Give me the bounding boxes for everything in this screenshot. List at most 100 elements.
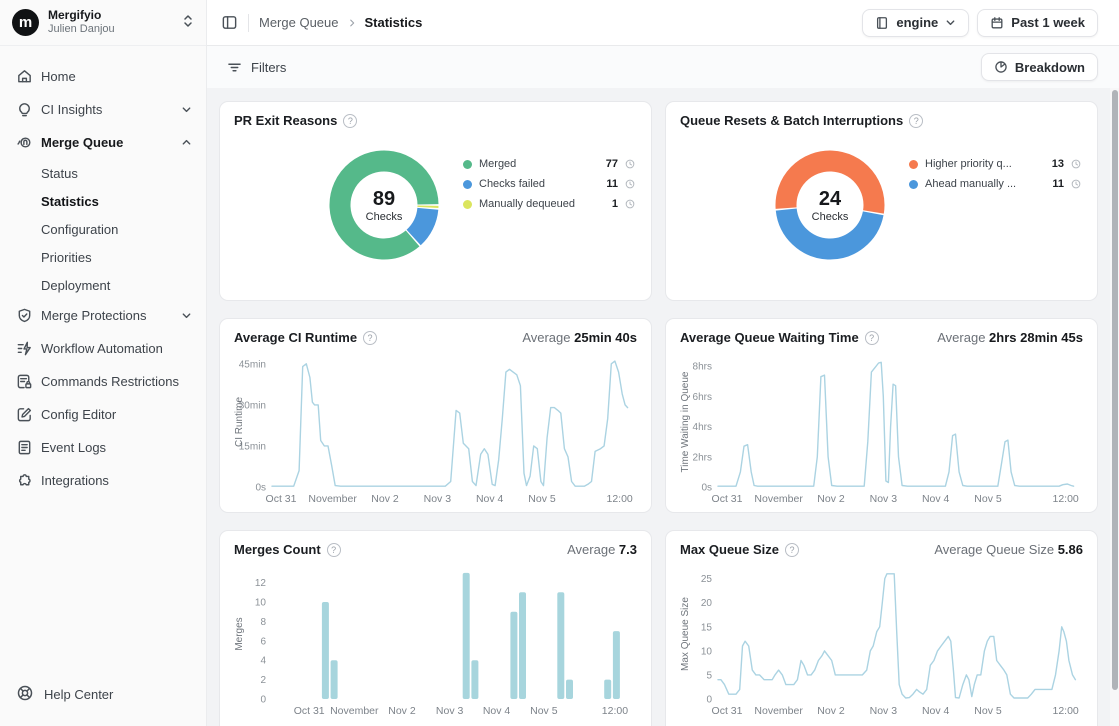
sidebar-item-config-editor[interactable]: Config Editor [0,398,206,431]
svg-text:Nov 3: Nov 3 [436,705,464,717]
svg-text:0: 0 [260,695,266,706]
scrollbar-thumb[interactable] [1112,90,1118,690]
average-stat: Average Queue Size 5.86 [934,542,1083,557]
repository-selector[interactable]: engine [862,9,969,37]
up-down-chevron-icon [182,14,194,31]
filters-button[interactable]: Filters [221,56,292,79]
legend-label: Manually dequeued [479,198,605,210]
svg-text:2hrs: 2hrs [693,452,712,463]
help-center-link[interactable]: Help Center [0,672,206,716]
svg-text:8: 8 [260,617,266,628]
sidebar-item-integrations[interactable]: Integrations [0,464,206,497]
org-user-names: Mergifyio Julien Danjou [48,9,173,35]
legend-item[interactable]: Manually dequeued1 [463,194,635,214]
breadcrumb: Merge Queue Statistics [259,15,422,30]
history-clock-icon [625,159,635,169]
merges-count-chart[interactable]: 024681012Oct 31NovemberNov 2Nov 3Nov 4No… [234,561,637,721]
queue-waiting-card: Average Queue Waiting Time Average 2hrs … [665,318,1098,513]
svg-text:25: 25 [701,574,713,585]
org-name: Mergifyio [48,9,173,23]
sidebar-item-commands-restrictions[interactable]: Commands Restrictions [0,365,206,398]
sidebar-item-merge-protections[interactable]: Merge Protections [0,299,206,332]
sidebar-item-home[interactable]: Home [0,60,206,93]
help-icon[interactable] [909,114,923,128]
queue-waiting-chart[interactable]: 0s2hrs4hrs6hrs8hrsOct 31NovemberNov 2Nov… [680,349,1083,509]
help-icon[interactable] [327,543,341,557]
chevron-down-icon [181,310,192,321]
average-stat: Average 2hrs 28min 45s [937,330,1083,345]
repo-book-icon [875,16,889,30]
top-header: Merge Queue Statistics engine [207,0,1119,46]
sidebar-subitem-configuration[interactable]: Configuration [0,215,206,243]
svg-text:Nov 2: Nov 2 [817,705,845,717]
ci-runtime-chart[interactable]: 0s15min30min45minOct 31NovemberNov 2Nov … [234,349,637,509]
svg-text:12:00: 12:00 [1053,705,1079,717]
sidebar-item-merge-queue[interactable]: Merge Queue [0,126,206,159]
svg-text:0s: 0s [255,483,266,494]
history-clock-icon [1071,159,1081,169]
svg-text:10: 10 [701,646,713,657]
sidebar-subitem-deployment[interactable]: Deployment [0,271,206,299]
svg-text:20: 20 [701,598,713,609]
pr-exit-reasons-donut[interactable]: 89 Checks [329,150,439,260]
svg-text:4hrs: 4hrs [693,422,712,433]
donut-legend: Merged77Checks failed11Manually dequeued… [463,154,635,214]
svg-text:Time Waiting in Queue: Time Waiting in Queue [680,371,691,472]
legend-label: Higher priority q... [925,158,1045,170]
help-icon[interactable] [785,543,799,557]
svg-text:Oct 31: Oct 31 [266,493,297,505]
svg-text:4: 4 [260,656,266,667]
legend-item[interactable]: Higher priority q... 13 [909,154,1081,174]
svg-text:CI Runtime: CI Runtime [234,397,245,447]
pr-exit-reasons-card: PR Exit Reasons 89 Checks Merged77Checks… [219,101,652,301]
legend-item[interactable]: Checks failed11 [463,174,635,194]
svg-text:5: 5 [706,670,712,681]
svg-text:8hrs: 8hrs [693,362,712,373]
help-icon[interactable] [363,331,377,345]
shield-check-icon [16,307,33,324]
sidebar-item-ci-insights[interactable]: CI Insights [0,93,206,126]
time-range-button[interactable]: Past 1 week [977,9,1098,37]
help-icon[interactable] [865,331,879,345]
legend-item[interactable]: Merged77 [463,154,635,174]
legend-item[interactable]: Ahead manually ...11 [909,174,1081,194]
legend-color-dot [463,160,472,169]
svg-text:12: 12 [255,578,267,589]
filter-icon [227,61,242,74]
average-stat: Average 25min 40s [522,330,637,345]
puzzle-icon [16,472,33,489]
svg-text:Nov 2: Nov 2 [388,705,416,717]
queue-resets-donut[interactable]: 24 Checks [775,150,885,260]
sidebar-toggle-button[interactable] [221,14,238,31]
legend-value: 11 [1052,178,1064,190]
sidebar-nav: Home CI Insights Merge Queue [0,46,206,672]
sidebar-subitem-priorities[interactable]: Priorities [0,243,206,271]
chevron-up-icon [181,137,192,148]
legend-color-dot [463,200,472,209]
sidebar-subitem-status[interactable]: Status [0,159,206,187]
svg-text:November: November [754,493,803,505]
org-switcher[interactable]: m Mergifyio Julien Danjou [0,0,206,46]
card-title: Average Queue Waiting Time [680,330,859,345]
legend-value: 13 [1052,158,1064,170]
svg-text:Nov 4: Nov 4 [476,493,504,505]
sidebar-item-event-logs[interactable]: Event Logs [0,431,206,464]
merges-count-card: Merges Count Average 7.3 024681012Oct 31… [219,530,652,726]
edit-pencil-icon [16,406,33,423]
svg-text:Nov 3: Nov 3 [870,493,898,505]
dashboard-grid: PR Exit Reasons 89 Checks Merged77Checks… [207,88,1119,726]
chevron-down-icon [181,104,192,115]
svg-text:Nov 3: Nov 3 [424,493,452,505]
max-queue-size-chart[interactable]: 0510152025Oct 31NovemberNov 2Nov 3Nov 4N… [680,561,1083,721]
sidebar-item-workflow-automation[interactable]: Workflow Automation [0,332,206,365]
sidebar-subitem-statistics[interactable]: Statistics [0,187,206,215]
svg-text:November: November [754,705,803,717]
donut-legend: Higher priority q... 13 Ahead manually ...… [909,154,1081,194]
svg-text:0: 0 [706,695,712,706]
svg-text:Nov 4: Nov 4 [483,705,511,717]
breadcrumb-merge-queue[interactable]: Merge Queue [259,15,339,30]
max-queue-size-card: Max Queue Size Average Queue Size 5.86 0… [665,530,1098,726]
svg-text:Nov 5: Nov 5 [528,493,556,505]
help-icon[interactable] [343,114,357,128]
breakdown-button[interactable]: Breakdown [981,53,1098,81]
